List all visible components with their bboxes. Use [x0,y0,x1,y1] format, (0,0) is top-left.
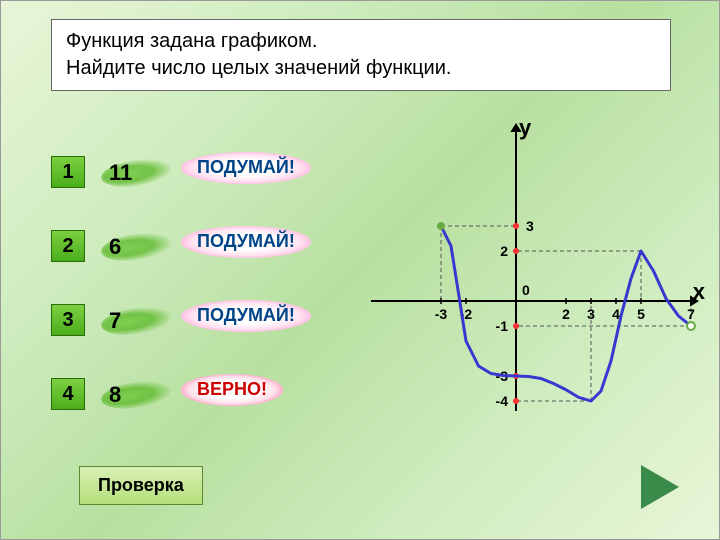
question-line-1: Функция задана графиком. [66,28,656,55]
svg-text:5: 5 [637,306,645,322]
svg-text:0: 0 [522,282,530,298]
check-button[interactable]: Проверка [79,466,203,505]
hint-think: ПОДУМАЙ! [181,152,311,184]
question-line-2: Найдите число целых значений функции. [66,55,656,82]
hint-think: ПОДУМАЙ! [181,226,311,258]
option-value-3: 7 [109,308,121,334]
option-value-2: 6 [109,234,121,260]
svg-text:3: 3 [526,218,534,234]
option-value-1: 11 [109,160,132,186]
svg-text:-1: -1 [496,318,509,334]
option-value-4: 8 [109,382,121,408]
question-box: Функция задана графиком. Найдите число ц… [51,19,671,91]
next-arrow-icon[interactable] [641,465,679,509]
svg-text:7: 7 [687,306,695,322]
x-axis-label: х [693,279,705,305]
chart-svg: 0-3-22345732-1-3-4 [371,121,701,411]
svg-text:2: 2 [500,243,508,259]
slide-stage: Функция задана графиком. Найдите число ц… [0,0,720,540]
option-button-3[interactable]: 3 [51,304,85,336]
y-axis-label: у [519,115,531,141]
option-button-4[interactable]: 4 [51,378,85,410]
function-chart: 0-3-22345732-1-3-4 у х [371,121,701,411]
svg-text:2: 2 [562,306,570,322]
option-button-1[interactable]: 1 [51,156,85,188]
svg-text:3: 3 [587,306,595,322]
svg-text:-4: -4 [496,393,509,409]
svg-text:-3: -3 [435,306,448,322]
option-button-2[interactable]: 2 [51,230,85,262]
hint-correct: ВЕРНО! [181,374,283,406]
hint-think: ПОДУМАЙ! [181,300,311,332]
